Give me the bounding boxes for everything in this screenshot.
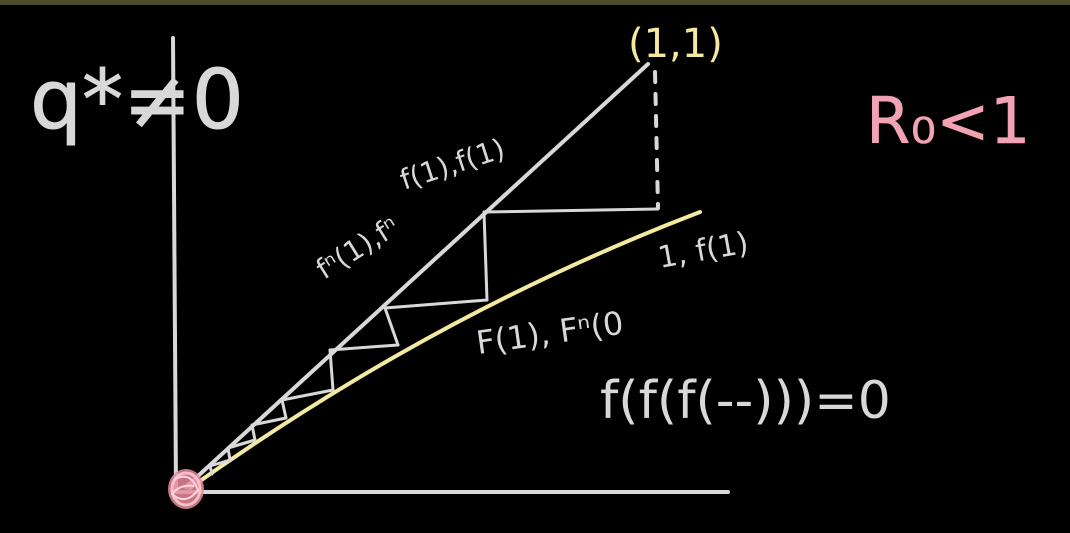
- diagonal-line: [184, 62, 650, 489]
- cobweb-horizontal-7: [208, 458, 232, 468]
- cobweb-steps: [208, 207, 660, 476]
- cobweb-horizontal-3: [328, 343, 400, 352]
- point-one-one-label: (1,1): [628, 21, 723, 67]
- q-star-neq-zero-label: q*≠0: [30, 53, 244, 148]
- cobweb-vertical-3: [328, 348, 335, 392]
- cobweb-vertical-5: [250, 423, 257, 442]
- y-axis: [171, 36, 178, 492]
- cobweb-vertical-2: [383, 306, 400, 347]
- f1-fn0-label: F(1), Fⁿ(0: [474, 304, 626, 362]
- dashed-drop-line: [653, 70, 660, 210]
- cobweb-vertical-6: [226, 446, 232, 462]
- f1-f1-label: f(1),f(1): [396, 132, 509, 197]
- fn-iterate-label: fⁿ(1),fⁿ: [310, 210, 404, 286]
- cobweb-horizontal-6: [226, 438, 257, 450]
- function-curve: [188, 210, 702, 490]
- cobweb-horizontal-5: [250, 416, 288, 427]
- top-border-strip: [0, 0, 1070, 5]
- origin-fixed-point: [168, 469, 204, 509]
- cobweb-vertical-7: [208, 464, 214, 476]
- one-f1-label: 1, f(1): [655, 226, 751, 276]
- cobweb-horizontal-4: [280, 388, 335, 402]
- cobweb-horizontal-2: [383, 298, 489, 310]
- r0-lt-1-label: R₀<1: [866, 85, 1030, 159]
- cobweb-vertical-4: [280, 398, 288, 420]
- fixed-point-equation-label: f(f(f(--)))=0: [600, 371, 891, 431]
- cobweb-vertical-1: [482, 210, 489, 302]
- cobweb-horizontal-1: [482, 207, 660, 214]
